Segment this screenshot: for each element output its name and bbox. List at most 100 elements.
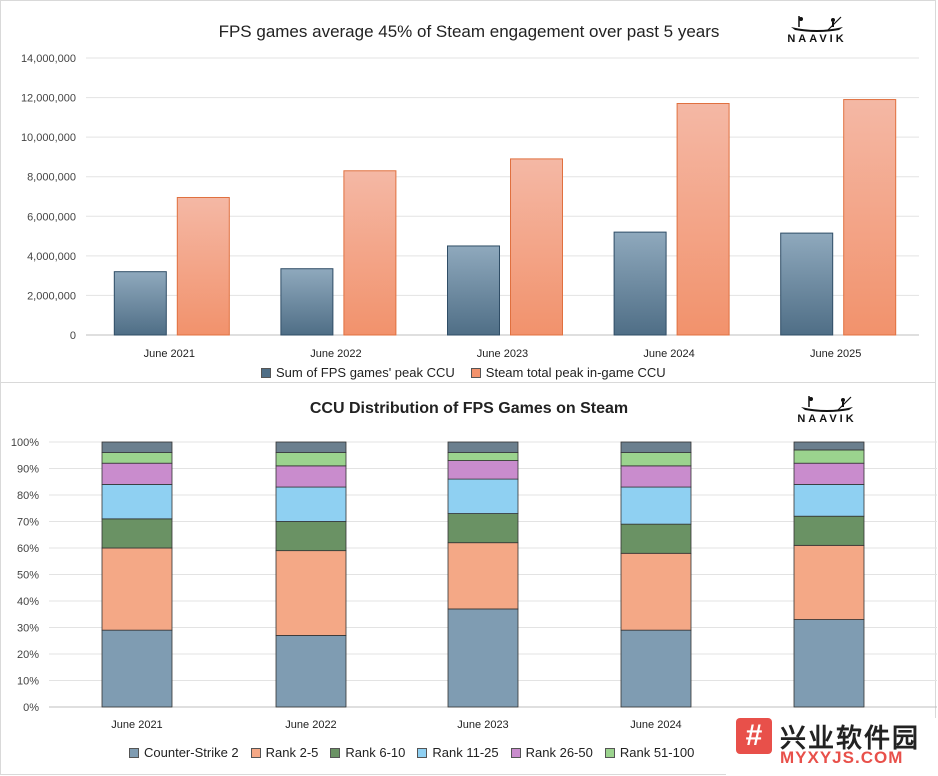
chart-legend: Counter-Strike 2 Rank 2-5 Rank 6-10 Rank 11… <box>129 745 706 760</box>
bar-steam-ccu <box>510 158 563 336</box>
legend-label: Sum of FPS games' peak CCU <box>276 365 455 380</box>
bar-fps-ccu <box>280 268 334 336</box>
naavik-logo: NAAVIK <box>785 13 849 47</box>
legend-swatch <box>261 367 271 378</box>
legend-label: Counter-Strike 2 <box>144 745 239 760</box>
legend-item: Rank 26-50 <box>510 745 593 760</box>
stack-segment <box>101 518 173 549</box>
bar-steam-ccu <box>176 196 230 336</box>
stack-segment <box>793 515 865 546</box>
stack-segment <box>275 550 347 636</box>
y-tick-label: 20% <box>17 649 39 661</box>
stack-segment <box>620 523 692 554</box>
y-tick-label: 50% <box>17 570 39 582</box>
stack-segment <box>620 629 692 708</box>
x-tick-label: June 2021 <box>144 348 195 360</box>
stack-segment <box>620 486 692 525</box>
stack-segment <box>447 452 519 461</box>
y-tick-label: 90% <box>17 464 39 476</box>
chart-title: CCU Distribution of FPS Games on Steam <box>309 400 629 417</box>
logo-text: NAAVIK <box>787 33 847 45</box>
stack-segment <box>447 478 519 514</box>
y-tick-label: 60% <box>17 543 39 555</box>
bar-fps-ccu <box>613 231 667 336</box>
legend-label: Rank 2-5 <box>265 745 319 760</box>
bar-steam-ccu <box>843 99 897 336</box>
legend-swatch <box>417 747 428 758</box>
y-tick-label: 10% <box>17 676 39 688</box>
chart-legend: Sum of FPS games' peak CCU Steam total pe… <box>261 365 682 380</box>
legend-swatch <box>604 747 615 758</box>
bar-chart-ccu: 0 2,000,000 4,000,000 6,000,000 8,000,000 10,… <box>21 53 919 360</box>
stack-segment <box>447 542 519 610</box>
boat-icon <box>791 16 843 32</box>
logo-text: NAAVIK <box>797 413 857 425</box>
stack-segment <box>793 484 865 517</box>
y-tick-label: 10,000,000 <box>21 132 76 144</box>
stack-segment <box>275 452 347 467</box>
legend-item: Rank 51-100 <box>604 745 695 760</box>
chart-title: FPS games average 45% of Steam engagemen… <box>218 22 720 41</box>
legend-swatch <box>510 747 521 758</box>
stack-segment <box>447 460 519 480</box>
y-tick-label: 0 <box>70 330 76 342</box>
legend-item: Rank 6-10 <box>330 745 405 760</box>
legend-item: Rank 2-5 <box>250 745 319 760</box>
y-tick-label: 4,000,000 <box>27 251 76 263</box>
legend-label: Rank 51-100 <box>619 745 695 760</box>
y-tick-label: 40% <box>17 596 39 608</box>
stack-segment <box>793 462 865 485</box>
x-tick-label: June 2025 <box>810 348 861 360</box>
stack-segment <box>447 441 519 454</box>
stack-segment <box>275 441 347 454</box>
y-tick-label: 30% <box>17 623 39 635</box>
y-tick-label: 6,000,000 <box>27 211 76 223</box>
legend-label: Rank 11-25 <box>432 745 499 760</box>
x-tick-label: June 2022 <box>285 719 336 731</box>
x-tick-label: June 2022 <box>310 348 361 360</box>
stack-segment <box>620 452 692 467</box>
legend-swatch <box>470 367 481 378</box>
legend-swatch <box>250 747 261 758</box>
stack-segment <box>447 513 519 544</box>
legend-label: Rank 6-10 <box>345 745 406 760</box>
stack-segment <box>620 465 692 488</box>
stack-segment <box>793 619 865 708</box>
legend-item: Steam total peak in-game CCU <box>470 365 666 380</box>
stack-segment <box>793 441 865 451</box>
y-tick-label: 80% <box>17 490 39 502</box>
x-tick-label: June 2024 <box>630 719 681 731</box>
legend-item: Rank 11-25 <box>417 745 499 760</box>
y-tick-label: 12,000,000 <box>21 93 76 105</box>
x-tick-label: June 2023 <box>477 348 528 360</box>
legend-label: Steam total peak in-game CCU <box>485 365 666 380</box>
x-tick-label: June 2023 <box>457 719 508 731</box>
stack-segment <box>101 484 173 520</box>
stack-segment <box>275 486 347 522</box>
legend-item: Counter-Strike 2 <box>129 745 239 760</box>
stack-segment <box>101 629 173 708</box>
y-tick-label: 0% <box>23 702 39 714</box>
legend-swatch <box>330 747 341 758</box>
hash-logo-icon: # <box>736 718 772 754</box>
stack-segment <box>275 465 347 488</box>
site-watermark: # 兴业软件园 MYXYJS.COM <box>726 718 938 775</box>
stack-segment <box>620 441 692 454</box>
bar-fps-ccu <box>447 245 500 336</box>
y-tick-label: 100% <box>11 437 39 449</box>
stack-segment <box>447 608 519 708</box>
bar-steam-ccu <box>676 103 730 336</box>
stack-segment <box>275 521 347 552</box>
y-tick-label: 14,000,000 <box>21 53 76 65</box>
bar-fps-ccu <box>780 232 834 336</box>
naavik-logo: NAAVIK <box>795 393 859 427</box>
y-tick-label: 2,000,000 <box>27 290 76 302</box>
bar-steam-ccu <box>343 170 397 336</box>
boat-icon <box>801 396 853 412</box>
y-tick-label: 8,000,000 <box>27 172 76 184</box>
stack-segment <box>275 635 347 708</box>
watermark-en: MYXYJS.COM <box>780 748 904 767</box>
legend-label: Rank 26-50 <box>525 745 593 760</box>
stack-segment <box>793 449 865 464</box>
stack-segment <box>101 462 173 485</box>
